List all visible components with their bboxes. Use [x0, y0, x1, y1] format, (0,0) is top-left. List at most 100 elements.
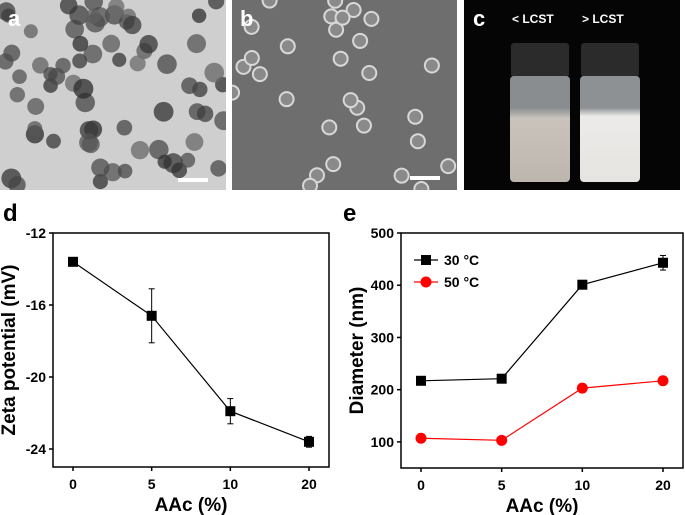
particle	[129, 55, 146, 72]
x-tick-label: 20	[301, 476, 317, 492]
particle	[361, 65, 378, 82]
particle	[210, 160, 226, 177]
particle	[153, 101, 174, 122]
particle	[261, 0, 278, 9]
particle	[393, 167, 410, 184]
vial-photo-panel: c < LCST > LCST	[464, 0, 680, 190]
particle	[355, 117, 372, 134]
y-tick-label: -16	[26, 297, 46, 313]
particle	[196, 105, 214, 123]
sem-image	[232, 0, 457, 190]
x-tick-label: 10	[223, 476, 239, 492]
vial-label-below-lcst: < LCST	[512, 12, 554, 26]
particle	[72, 53, 88, 69]
particle	[352, 32, 369, 49]
particle	[185, 133, 204, 151]
x-tick-label: 0	[69, 476, 77, 492]
particle	[157, 54, 177, 74]
y-tick-label: -20	[26, 369, 46, 385]
series-line	[420, 380, 664, 441]
diameter-chart: 100 200 300 400 500 0 5 10 20 AAc (%) Diameter (nm…	[347, 225, 684, 515]
scale-bar	[410, 176, 440, 180]
y-tick-label: -12	[26, 225, 46, 241]
particle	[116, 119, 133, 136]
particle	[9, 87, 26, 103]
legend-marker	[421, 255, 431, 265]
particle	[413, 181, 430, 190]
particle	[149, 139, 169, 160]
particle	[191, 8, 207, 23]
particle	[243, 49, 260, 66]
legend-label: 30 °C	[444, 252, 479, 268]
x-tick-label: 0	[417, 477, 425, 493]
particle	[363, 10, 380, 27]
particle	[423, 57, 440, 74]
panel-label-d: d	[3, 200, 18, 227]
panel-label-b: b	[240, 6, 254, 31]
particle	[123, 15, 142, 35]
sem-image-panel: b	[232, 0, 457, 190]
particle	[409, 133, 426, 150]
panel-label-a: a	[8, 6, 21, 31]
particle	[251, 66, 268, 83]
y-tick-label: 300	[371, 329, 395, 345]
vial-cap-right	[581, 43, 639, 77]
particle	[79, 133, 98, 152]
particle	[342, 92, 359, 109]
particle	[32, 57, 49, 74]
series-line	[420, 262, 664, 382]
particle	[112, 52, 127, 67]
particle	[59, 0, 78, 15]
particle	[407, 108, 424, 125]
vial-clear	[510, 76, 570, 182]
particle	[12, 69, 27, 84]
particle	[345, 1, 362, 18]
particle	[85, 8, 101, 24]
scale-bar	[178, 178, 208, 182]
particle	[130, 141, 150, 160]
particle	[243, 18, 260, 35]
y-tick-label: 400	[371, 277, 395, 293]
data-point	[577, 279, 588, 290]
tem-image	[0, 0, 226, 190]
particle	[46, 133, 61, 149]
particle	[91, 158, 110, 177]
particle	[325, 156, 342, 173]
series-line	[72, 261, 310, 443]
particle	[92, 174, 108, 190]
particle	[328, 21, 345, 38]
vial-label-above-lcst: > LCST	[582, 12, 624, 26]
particle	[102, 34, 121, 53]
particle	[208, 0, 225, 10]
y-tick-label: 100	[371, 434, 395, 450]
x-tick-label: 5	[148, 476, 156, 492]
data-point	[415, 432, 427, 444]
particle	[23, 24, 38, 39]
particle	[108, 0, 125, 15]
particle	[279, 38, 296, 55]
y-axis-label: Diameter (nm)	[347, 287, 368, 415]
particle	[440, 158, 457, 175]
zeta-potential-chart: -12 -16 -20 -24 0 5 10 20 AAc (%) Zeta potential …	[0, 225, 330, 515]
x-axis-label: AAc (%)	[155, 495, 228, 515]
y-tick-label: 500	[371, 225, 395, 241]
data-point	[657, 375, 669, 387]
legend-marker	[420, 276, 432, 288]
particle	[117, 163, 133, 179]
particle	[72, 35, 89, 52]
particle	[139, 35, 158, 54]
particle	[0, 2, 16, 21]
legend-label: 50 °C	[444, 274, 479, 290]
particle	[73, 78, 94, 99]
plot-frame	[52, 232, 330, 468]
y-tick-label: -24	[26, 441, 46, 457]
y-tick-label: 200	[371, 382, 395, 398]
x-tick-label: 20	[655, 477, 671, 493]
vial-cap-left	[511, 43, 569, 77]
panel-label-c: c	[473, 6, 486, 31]
particle	[27, 121, 43, 137]
particle	[181, 77, 198, 94]
particle	[204, 62, 225, 83]
vial-turbid	[580, 76, 640, 182]
